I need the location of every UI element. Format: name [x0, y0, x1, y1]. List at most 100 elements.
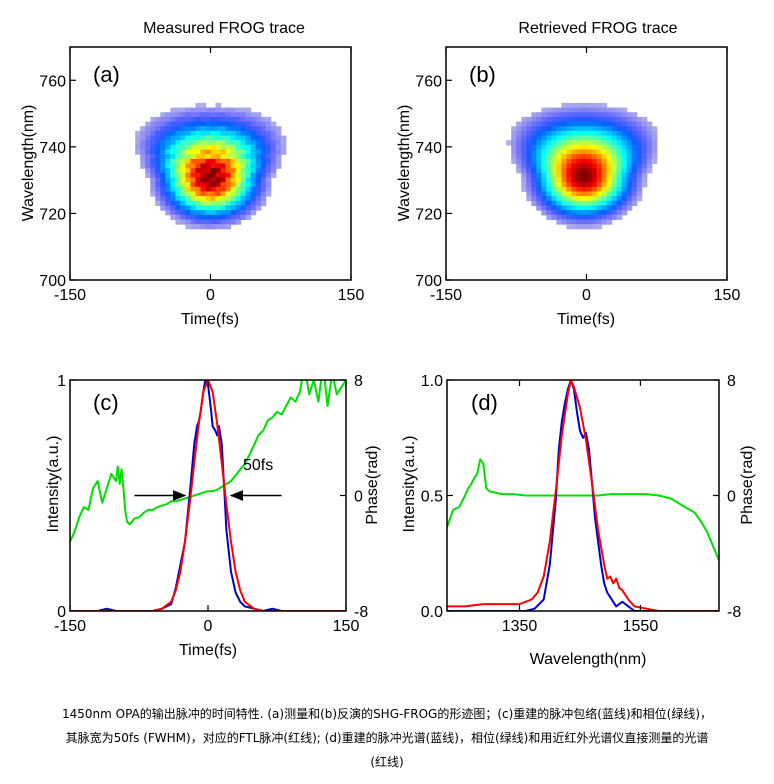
heatmap-cell: [225, 182, 232, 188]
heatmap-cell: [220, 121, 227, 127]
heatmap-cell: [275, 144, 282, 151]
heatmap-cell: [556, 144, 563, 151]
heatmap-cell: [641, 158, 648, 165]
heatmap-cell: [606, 107, 613, 113]
heatmap-cell: [561, 163, 568, 169]
heatmap-cell: [596, 126, 603, 132]
heatmap-cell: [546, 186, 552, 193]
heatmap-cell: [596, 154, 603, 160]
heatmap-cell: [165, 168, 171, 174]
heatmap-cell: [591, 210, 598, 216]
heatmap-cell: [601, 163, 608, 169]
heatmap-cell: [150, 163, 156, 169]
heatmap-cell: [551, 205, 557, 211]
heatmap-cell: [631, 200, 638, 207]
heatmap-cell: [566, 154, 573, 160]
heatmap-cell: [611, 158, 618, 165]
panel-a-ylabel: Wavelength(nm): [20, 105, 37, 222]
heatmap-cell: [245, 149, 252, 155]
heatmap-cell: [190, 172, 197, 179]
heatmap-cell: [170, 168, 176, 174]
caption-line-3: (红线): [370, 755, 404, 769]
heatmap-cell: [220, 140, 227, 146]
heatmap-cell: [551, 163, 557, 169]
heatmap-cell: [556, 182, 563, 188]
heatmap-cell: [255, 112, 262, 118]
heatmap-cell: [626, 177, 633, 183]
heatmap-cell: [591, 116, 598, 123]
heatmap-cell: [541, 121, 547, 127]
heatmap-cell: [150, 135, 156, 141]
heatmap-cell: [230, 191, 237, 197]
heatmap-cell: [170, 210, 176, 216]
heatmap-cell: [230, 163, 237, 169]
heatmap-cell: [581, 144, 588, 151]
heatmap-cell: [185, 149, 192, 155]
heatmap-cell: [220, 154, 227, 160]
heatmap-cell: [255, 200, 262, 207]
heatmap-cell: [581, 154, 588, 160]
heatmap-cell: [175, 121, 181, 127]
heatmap-cell: [225, 168, 232, 174]
heatmap-cell: [245, 140, 252, 146]
heatmap-cell: [591, 154, 598, 160]
heatmap-cell: [240, 163, 247, 169]
heatmap-cell: [541, 107, 547, 113]
heatmap-cell: [546, 149, 552, 155]
heatmap-cell: [526, 163, 532, 169]
heatmap-cell: [651, 126, 658, 132]
heatmap-cell: [606, 140, 613, 146]
heatmap-cell: [185, 140, 192, 146]
heatmap-cell: [626, 200, 633, 207]
heatmap-cell: [561, 168, 568, 174]
heatmap-cell: [260, 182, 267, 188]
heatmap-cell: [571, 107, 578, 113]
heatmap-cell: [586, 116, 593, 123]
heatmap-cell: [606, 205, 613, 211]
heatmap-cell: [260, 196, 267, 202]
heatmap-cell: [190, 177, 197, 183]
heatmap-cell: [596, 219, 603, 225]
panel-c-plot-area: [70, 380, 346, 611]
heatmap-cell: [626, 191, 633, 197]
heatmap-cell: [616, 144, 623, 151]
heatmap-cell: [200, 168, 207, 174]
heatmap-cell: [561, 158, 568, 165]
heatmap-cell: [205, 196, 212, 202]
caption-line-1: 1450nm OPA的输出脉冲的时间特性. (a)测量和(b)反演的SHG-FR…: [61, 707, 713, 721]
heatmap-cell: [270, 149, 277, 155]
heatmap-cell: [190, 149, 197, 155]
heatmap-cell: [581, 149, 588, 155]
heatmap-cell: [596, 191, 603, 197]
heatmap-cell: [531, 168, 537, 174]
heatmap-cell: [596, 144, 603, 151]
heatmap-cell: [165, 116, 171, 123]
heatmap-cell: [200, 158, 207, 165]
panel-c-xlabel: Time(fs): [179, 642, 237, 659]
heatmap-cell: [145, 126, 151, 132]
heatmap-cell: [260, 172, 267, 179]
heatmap-cell: [596, 177, 603, 183]
heatmap-cell: [215, 121, 222, 127]
heatmap-cell: [611, 126, 618, 132]
heatmap-cell: [230, 214, 237, 221]
heatmap-cell: [506, 140, 512, 146]
heatmap-cell: [245, 135, 252, 141]
heatmap-cell: [170, 191, 176, 197]
heatmap-cell: [160, 168, 166, 174]
heatmap-cell: [541, 168, 547, 174]
heatmap-cell: [230, 121, 237, 127]
heatmap-cell: [651, 130, 658, 137]
heatmap-cell: [200, 196, 207, 202]
heatmap-cell: [546, 144, 552, 151]
heatmap-cell: [140, 144, 146, 151]
heatmap-cell: [561, 102, 568, 109]
heatmap-cell: [180, 186, 187, 193]
heatmap-cell: [576, 205, 583, 211]
heatmap-cell: [606, 172, 613, 179]
heatmap-cell: [250, 158, 257, 165]
heatmap-cell: [561, 182, 568, 188]
heatmap-cell: [175, 149, 181, 155]
heatmap-cell: [195, 182, 202, 188]
heatmap-cell: [596, 130, 603, 137]
